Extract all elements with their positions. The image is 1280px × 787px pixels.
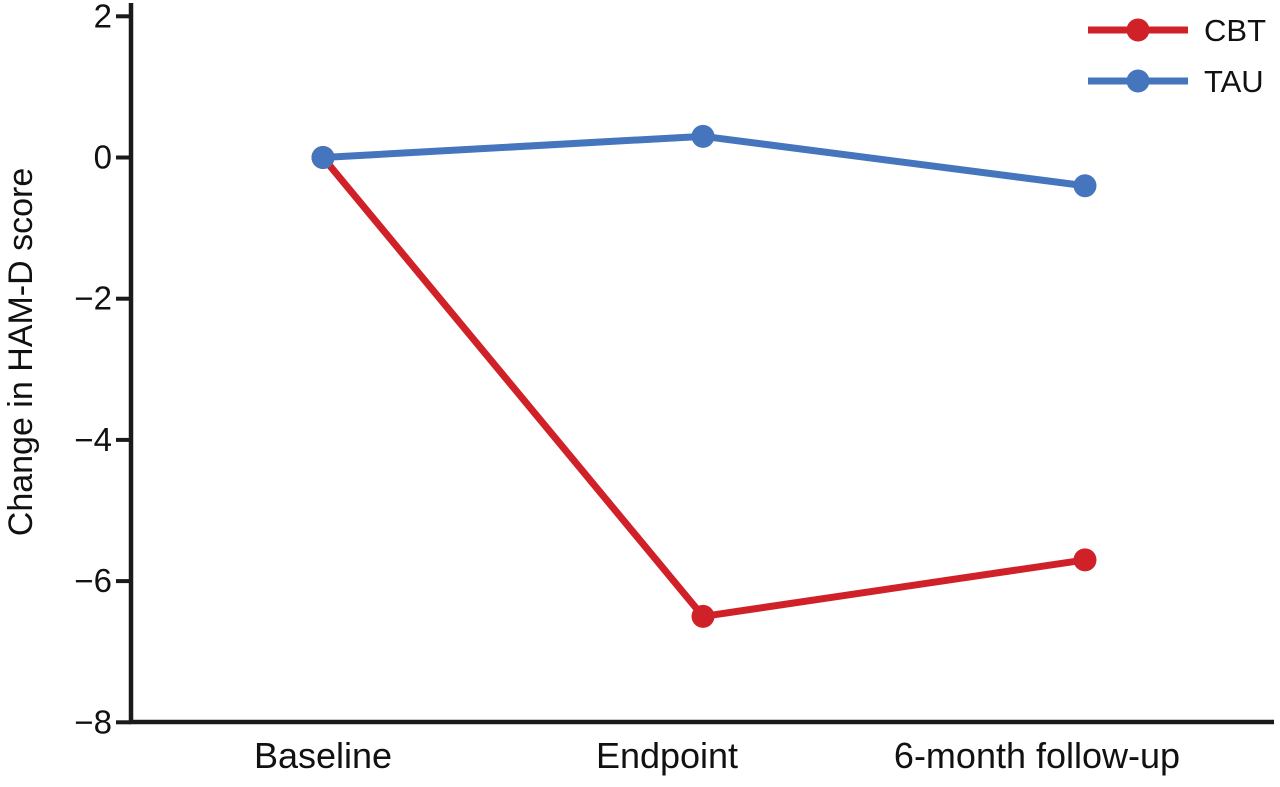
legend-marker [1126,18,1150,42]
y-axis-title: Change in HAM-D score [2,168,40,536]
x-category-label: Endpoint [596,735,738,776]
x-category-label: Baseline [254,735,392,776]
data-point-cbt [1073,548,1097,572]
x-category-label: 6-month follow-up [894,735,1180,776]
y-tick-label: −4 [74,421,112,458]
y-tick-label: 0 [94,139,112,176]
y-tick-label: −6 [74,562,112,599]
series-line-cbt [319,154,1089,620]
data-point-tau [1073,174,1097,198]
y-tick-label: −2 [74,280,112,317]
legend: CBT TAU [1088,13,1266,99]
y-tick-label: −8 [74,703,112,740]
data-point-tau [311,146,335,169]
legend-item-label: TAU [1204,64,1264,99]
data-point-cbt [691,604,715,628]
legend-marker [1126,69,1150,93]
legend-item-label: CBT [1204,13,1266,48]
data-point-tau [691,124,715,148]
x-axis: Baseline Endpoint 6-month follow-up [129,719,1274,776]
series-lines [311,124,1097,628]
y-axis: 2 0 −2 −4 −6 −8 Change in HAM-D score [2,0,134,740]
y-tick-label: 2 [94,0,112,34]
